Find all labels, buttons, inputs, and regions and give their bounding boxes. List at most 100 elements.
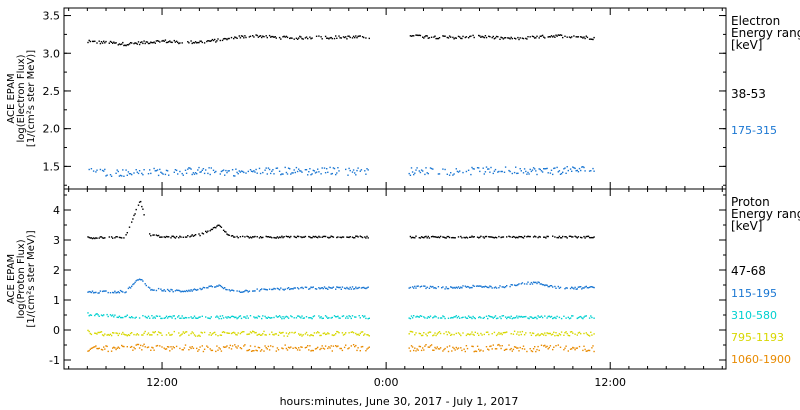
data-point (519, 37, 521, 39)
data-point (322, 347, 324, 349)
data-point (312, 169, 314, 172)
data-point (422, 170, 424, 172)
data-point (520, 333, 522, 336)
data-point (527, 171, 529, 174)
data-point (341, 236, 344, 238)
data-point (147, 173, 150, 175)
data-point (471, 345, 473, 347)
data-point (450, 36, 452, 38)
data-point (367, 347, 369, 349)
data-point (157, 40, 160, 42)
data-point (168, 236, 170, 238)
data-point (244, 35, 246, 37)
data-point (153, 316, 155, 318)
data-point (182, 236, 184, 238)
y-tick-label: 0 (53, 324, 60, 337)
data-point (583, 166, 585, 169)
data-point (541, 34, 544, 37)
data-point (354, 36, 356, 39)
data-point (219, 334, 221, 336)
data-point (578, 286, 581, 288)
data-point (147, 286, 150, 288)
data-point (265, 235, 267, 238)
data-point (365, 237, 367, 239)
data-point (359, 170, 361, 172)
data-point (198, 334, 200, 336)
data-point (572, 236, 574, 238)
data-point (161, 317, 163, 320)
data-point (481, 35, 483, 38)
data-point (426, 35, 428, 37)
data-point (180, 334, 182, 336)
data-point (447, 37, 450, 39)
data-point (258, 347, 261, 349)
data-point (203, 331, 206, 334)
data-point (108, 42, 110, 44)
data-point (185, 236, 188, 238)
data-point (324, 315, 327, 317)
data-point (267, 316, 270, 318)
data-point (228, 347, 230, 349)
data-point (94, 291, 96, 294)
data-point (335, 173, 337, 176)
data-point (199, 171, 201, 173)
data-point (467, 315, 470, 317)
data-point (115, 332, 117, 334)
data-point (136, 43, 138, 45)
data-point (336, 236, 338, 239)
data-point (240, 291, 243, 293)
data-point (262, 315, 264, 317)
data-point (565, 331, 567, 333)
data-point (506, 285, 508, 287)
data-point (529, 168, 531, 171)
data-point (484, 285, 487, 287)
data-point (234, 236, 236, 238)
data-point (331, 350, 333, 352)
data-point (586, 333, 589, 336)
data-point (247, 333, 249, 335)
data-point (205, 230, 207, 233)
data-point (361, 345, 364, 348)
data-point (209, 332, 211, 334)
data-point (320, 316, 322, 318)
data-point (231, 315, 234, 317)
data-point (562, 171, 564, 173)
data-point (576, 317, 578, 320)
data-point (201, 232, 203, 234)
data-point (555, 287, 557, 289)
data-point (249, 35, 252, 37)
data-point (465, 286, 468, 288)
data-point (488, 315, 490, 317)
data-point (485, 235, 488, 238)
data-point (321, 236, 323, 238)
data-point (103, 314, 105, 316)
data-point (214, 286, 216, 288)
data-point (346, 38, 348, 40)
data-point (580, 333, 582, 335)
data-point (467, 286, 470, 288)
data-point (286, 335, 289, 337)
data-point (215, 170, 217, 173)
data-point (209, 230, 211, 232)
data-point (190, 316, 192, 318)
data-point (428, 316, 431, 319)
data-point (261, 288, 263, 290)
data-point (238, 290, 240, 292)
data-point (100, 41, 103, 43)
data-point (312, 349, 314, 352)
data-point (558, 333, 561, 335)
data-point (289, 331, 291, 334)
data-point (124, 334, 126, 336)
data-point (504, 331, 507, 334)
data-point (452, 236, 454, 239)
data-point (424, 285, 426, 287)
data-point (172, 346, 174, 348)
data-point (271, 170, 273, 172)
data-point (550, 169, 553, 171)
data-point (149, 317, 151, 319)
data-point (198, 349, 200, 351)
data-point (348, 236, 350, 239)
data-point (239, 347, 242, 349)
data-point (472, 284, 474, 287)
data-point (455, 286, 457, 288)
